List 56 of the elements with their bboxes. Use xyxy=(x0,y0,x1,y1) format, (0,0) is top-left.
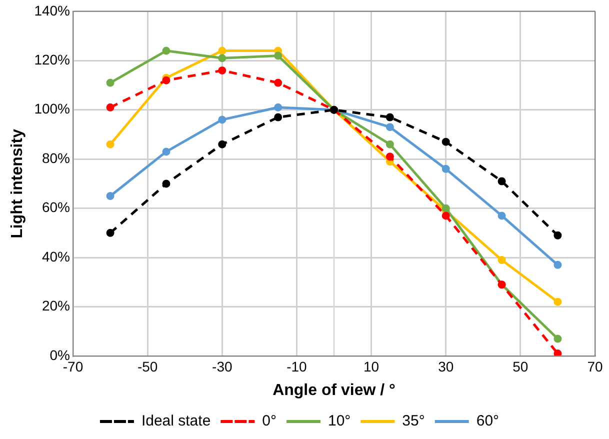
point xyxy=(106,140,114,148)
point xyxy=(386,140,394,148)
point xyxy=(442,138,450,146)
legend-label: 10° xyxy=(328,412,351,430)
y-tick-label: 40% xyxy=(42,248,70,264)
point xyxy=(386,123,394,132)
point xyxy=(274,113,282,122)
x-tick-label: 30 xyxy=(438,358,454,374)
point xyxy=(218,54,226,62)
point xyxy=(106,103,114,112)
point xyxy=(218,66,226,74)
x-tick-label: -30 xyxy=(212,358,232,374)
y-tick-label: 100% xyxy=(34,100,70,117)
point xyxy=(386,152,394,161)
point xyxy=(162,46,170,55)
point xyxy=(554,334,562,343)
legend-label: 0° xyxy=(262,412,277,430)
x-tick-label: 50 xyxy=(512,358,528,374)
y-tick-label: 60% xyxy=(42,199,70,216)
point xyxy=(554,298,562,306)
point xyxy=(274,52,282,60)
y-axis-title: Light intensity xyxy=(9,128,26,238)
y-tick-label: 0% xyxy=(50,346,70,363)
point xyxy=(162,76,170,84)
point xyxy=(106,228,114,237)
point xyxy=(162,180,170,188)
y-tick-label: 80% xyxy=(42,150,70,166)
point xyxy=(162,148,170,156)
legend-label: Ideal state xyxy=(141,412,211,430)
point xyxy=(106,192,114,200)
legend-label: 60° xyxy=(476,412,500,430)
point xyxy=(442,164,450,173)
point xyxy=(554,260,562,269)
point xyxy=(498,256,506,264)
point xyxy=(218,140,226,148)
x-tick-label: 70 xyxy=(587,358,603,374)
point xyxy=(442,212,450,220)
point xyxy=(274,103,282,112)
x-tick-label: -10 xyxy=(286,358,308,374)
y-tick-label: 140% xyxy=(34,2,70,18)
point xyxy=(498,212,506,220)
point xyxy=(274,78,282,87)
y-tick-label: 20% xyxy=(42,298,70,314)
point xyxy=(106,78,114,87)
point xyxy=(554,350,562,356)
x-axis-title: Angle of view / ° xyxy=(272,382,396,399)
point xyxy=(218,46,226,55)
point xyxy=(386,113,394,122)
point xyxy=(442,204,450,212)
y-tick-label: 120% xyxy=(34,51,70,68)
point xyxy=(554,231,562,240)
x-tick-label: -50 xyxy=(137,358,158,374)
x-tick-label: 10 xyxy=(364,358,380,374)
point xyxy=(218,116,226,124)
point xyxy=(498,177,506,186)
legend-label: 35° xyxy=(402,412,425,430)
